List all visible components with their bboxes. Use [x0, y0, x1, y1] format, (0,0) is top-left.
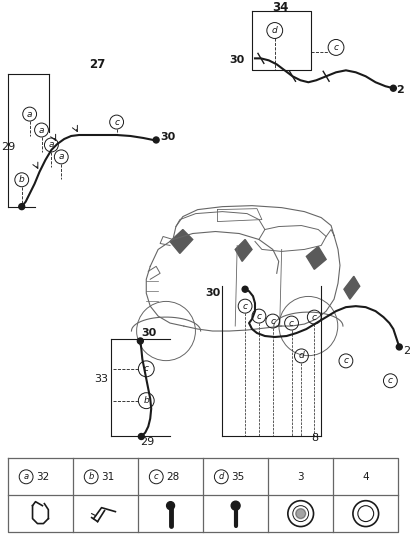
Text: 30: 30: [141, 328, 157, 338]
Text: c: c: [114, 118, 119, 126]
Text: c: c: [144, 364, 149, 373]
Text: 34: 34: [272, 1, 288, 14]
Text: 3: 3: [298, 472, 304, 482]
Text: d: d: [298, 351, 304, 360]
Text: c: c: [154, 472, 159, 482]
Circle shape: [231, 501, 240, 510]
Text: d: d: [272, 26, 277, 35]
Polygon shape: [170, 230, 193, 253]
Text: 2: 2: [403, 346, 410, 356]
Text: 8: 8: [311, 434, 319, 443]
Text: 29: 29: [140, 437, 155, 448]
Text: a: a: [23, 472, 29, 482]
Text: b: b: [143, 396, 149, 405]
Circle shape: [166, 501, 175, 509]
Text: c: c: [242, 302, 247, 310]
Text: 35: 35: [231, 472, 245, 482]
Text: c: c: [312, 313, 317, 322]
Text: a: a: [48, 140, 54, 150]
Text: 30: 30: [206, 288, 221, 298]
Text: c: c: [256, 312, 261, 321]
Text: 2: 2: [396, 85, 404, 95]
Text: c: c: [388, 376, 393, 385]
Text: 31: 31: [101, 472, 114, 482]
Circle shape: [137, 338, 143, 344]
Text: a: a: [27, 110, 32, 118]
Text: c: c: [270, 316, 275, 325]
Circle shape: [296, 508, 306, 519]
Text: 29: 29: [1, 142, 15, 152]
Text: a: a: [39, 125, 44, 134]
Text: 32: 32: [36, 472, 49, 482]
Polygon shape: [306, 246, 326, 270]
Text: b: b: [88, 472, 94, 482]
Text: c: c: [289, 318, 294, 328]
Text: 30: 30: [160, 132, 175, 142]
Circle shape: [19, 204, 25, 210]
Text: 4: 4: [363, 472, 369, 482]
Circle shape: [390, 85, 396, 91]
Text: b: b: [19, 175, 25, 185]
Circle shape: [139, 434, 144, 440]
Text: 28: 28: [166, 472, 179, 482]
Text: d: d: [219, 472, 224, 482]
Text: 33: 33: [94, 374, 108, 384]
Text: c: c: [344, 356, 349, 365]
Text: c: c: [334, 43, 339, 52]
Circle shape: [396, 344, 402, 350]
Polygon shape: [235, 239, 252, 261]
Circle shape: [242, 286, 248, 292]
Polygon shape: [344, 277, 360, 299]
Text: 30: 30: [229, 55, 245, 65]
Text: a: a: [58, 152, 64, 161]
Circle shape: [153, 137, 159, 143]
Text: 27: 27: [89, 58, 105, 71]
